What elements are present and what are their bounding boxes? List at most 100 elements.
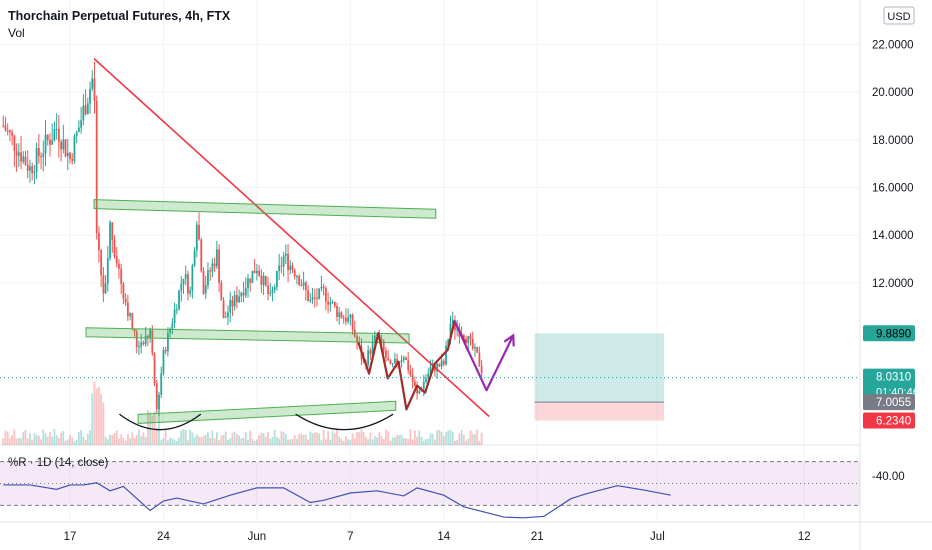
volume-bar-10 [24,429,27,445]
indicator-label: %R · 1D (14, close) [8,457,109,469]
volume-bar-106 [238,435,240,445]
drawings[interactable] [85,58,515,431]
candle-0 [2,115,5,128]
volume-bar-206 [460,430,463,445]
candle-90 [202,267,205,295]
candle-172 [385,347,387,362]
volume-bar-110 [247,439,249,445]
candle-156 [349,313,352,326]
arrow-head [503,333,515,347]
candle-81 [182,278,185,294]
volume-bar-87 [195,434,198,445]
candle-129 [289,260,292,275]
volume-bar-189 [422,440,425,445]
candle-66 [149,327,151,343]
candle-23 [53,121,56,142]
volume-bar-91 [204,434,207,445]
volume-bar-171 [382,438,385,445]
volume-bar-192 [429,433,432,445]
candle-179 [400,355,403,368]
candle-164 [367,345,370,368]
candle-212 [474,343,476,357]
volume-bar-94 [211,430,214,445]
price-axis[interactable]: 22.0000 20.0000 18.0000 16.0000 14.0000 12.00… [863,39,919,429]
volume-bar-0 [2,438,5,445]
volume-bar-141 [316,432,318,445]
volume-bar-115 [258,435,261,445]
volume-bar-173 [387,431,390,445]
volume-bar-151 [338,436,341,445]
volume-bar-68 [153,411,156,445]
candle-134 [300,279,303,287]
candle-139 [311,287,314,304]
candle-117 [262,272,265,296]
profit-zone [534,333,665,403]
volume-bar-37 [84,440,87,445]
volume-bar-103 [231,432,234,445]
candle-190 [425,374,427,384]
volume-bar-185 [413,430,416,445]
volume-bar-19 [44,433,47,445]
position-tool[interactable] [534,333,665,421]
chart-title: Thorchain Perpetual Futures, 4h, FTX [8,9,231,23]
zone-2 [85,327,410,344]
candle-62 [140,333,143,354]
volume-bar-166 [371,439,374,445]
candle-130 [291,262,294,274]
volume-bar-116 [260,432,263,445]
candle-124 [278,253,281,281]
volume-bar-82 [184,430,187,445]
volume-bar-211 [471,433,474,445]
candle-98 [220,279,223,301]
currency-badge-box[interactable] [883,6,915,25]
volume-bar-203 [454,440,456,445]
volume-bar-44 [100,393,103,445]
volume-bar-13 [31,439,34,445]
volume-bar-187 [418,430,421,445]
time-axis[interactable]: 17 24 Jun 7 14 21 Jul 12 [64,531,811,543]
candle-140 [313,289,316,308]
candle-34 [78,120,80,133]
volume-bar-20 [46,436,49,445]
volume-bar-160 [358,432,361,445]
candle-40 [91,70,94,92]
candle-37 [84,89,87,116]
volume-bar-134 [300,433,303,445]
volume-bar-2 [6,431,9,445]
price-tick-label: 12.0000 [872,278,914,290]
volume-bar-1 [4,430,7,445]
candle-4 [11,129,14,146]
candle-71 [160,366,163,399]
candle-183 [409,364,412,378]
volume-bar-46 [104,436,107,445]
candle-15 [35,142,38,179]
candle-1 [4,116,7,132]
candle-118 [264,275,267,287]
volume-bar-76 [171,438,174,445]
candle-187 [418,388,421,395]
candle-97 [218,244,220,292]
candle-99 [222,297,225,319]
volume-bar-79 [178,437,180,445]
volume-bar-77 [173,439,176,445]
candle-8 [20,135,22,169]
candle-67 [151,325,154,356]
price-label-3: 6.2340 [863,412,915,429]
candle-64 [144,326,147,347]
volume-bar-97 [218,440,220,445]
currency-badge[interactable]: USD [887,11,910,23]
volume-bar-118 [264,437,267,445]
volume-bar-98 [220,435,223,445]
volume-bar-114 [256,439,258,445]
candle-18 [42,140,45,172]
candle-185 [413,376,416,387]
candle-213 [476,346,479,354]
candle-149 [333,301,336,309]
volume-bar-113 [253,440,256,445]
candle-127 [284,244,287,265]
candle-176 [393,352,396,364]
price-tick-label: 18.0000 [872,135,914,147]
volume-bar-47 [106,439,109,445]
volume-bar-201 [449,429,452,445]
